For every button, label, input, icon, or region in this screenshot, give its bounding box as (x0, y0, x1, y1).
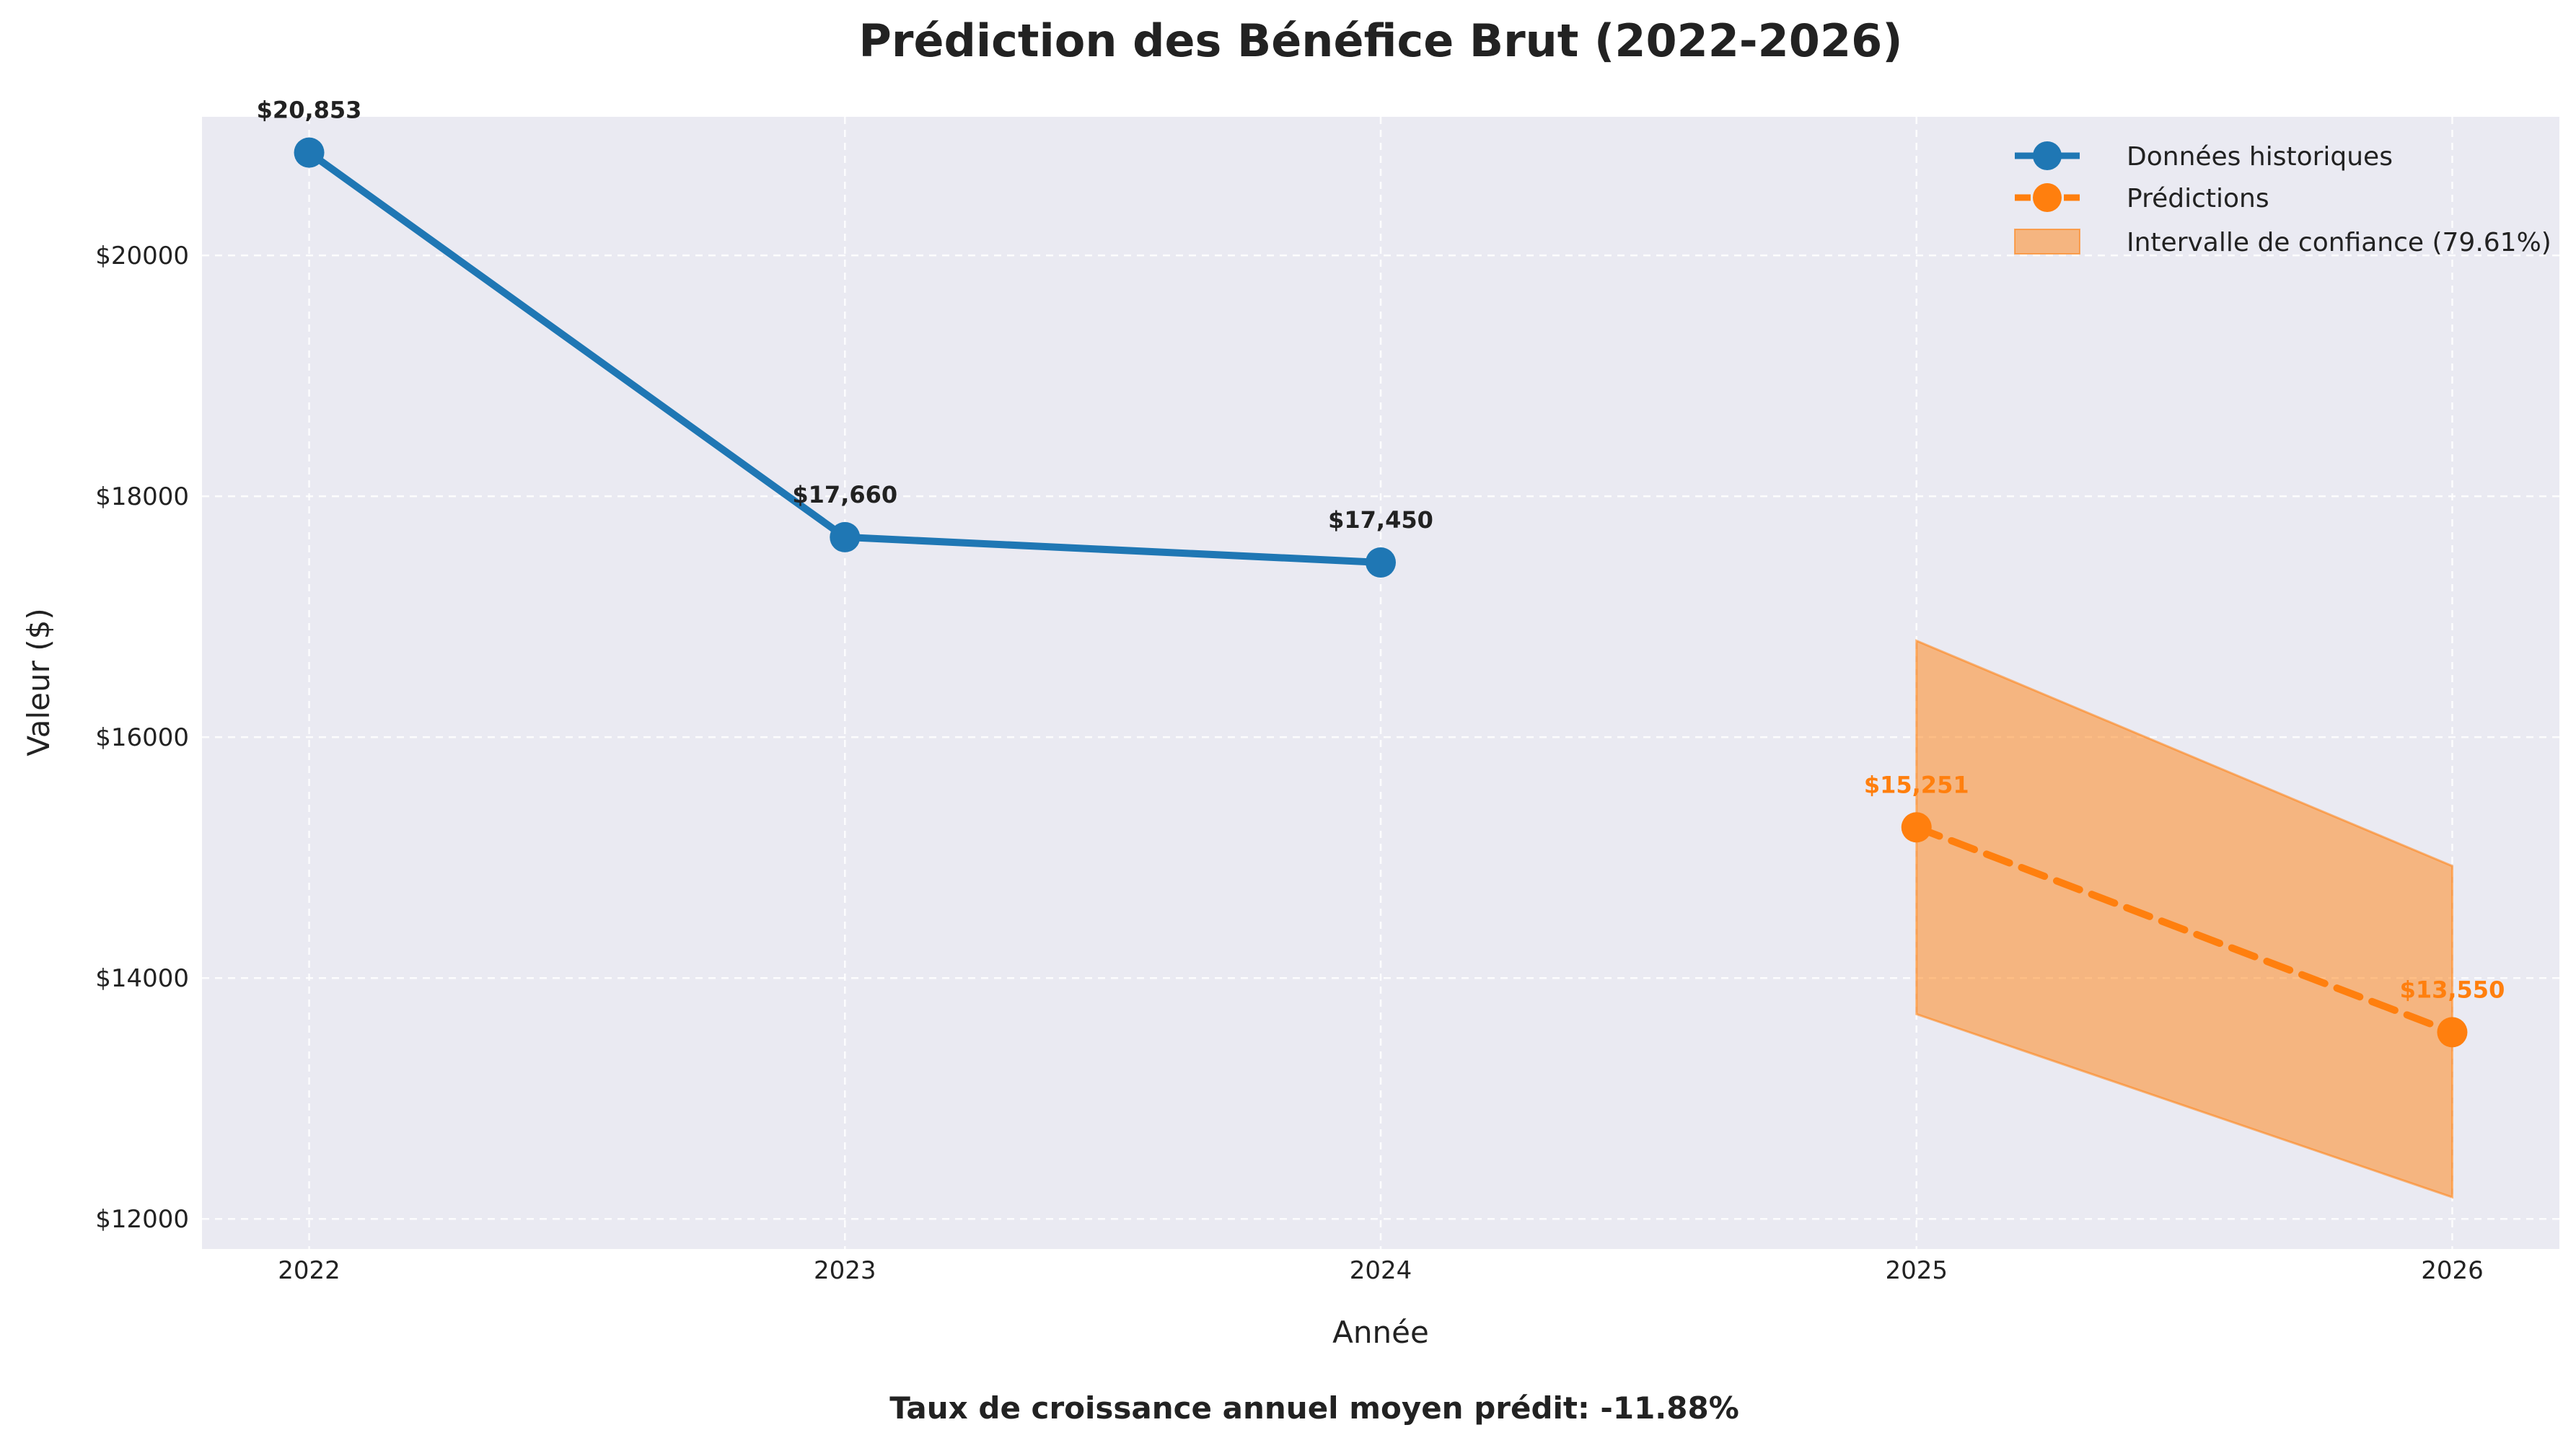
prediction-data-label: $13,550 (2400, 976, 2505, 1003)
historical-data-label: $17,660 (792, 481, 897, 508)
y-tick-label: $20000 (95, 242, 189, 270)
legend-historical-label: Données historiques (2127, 142, 2393, 172)
x-tick-label: 2022 (278, 1256, 340, 1285)
historical-data-point (830, 521, 861, 552)
prediction-data-point (1901, 812, 1932, 843)
legend-confidence-swatch (2014, 229, 2080, 255)
x-axis-ticks: 2022 2023 2024 2025 2026 (278, 1256, 2483, 1285)
x-tick-label: 2025 (1885, 1256, 1948, 1285)
legend-predictions-marker (2033, 183, 2062, 212)
historical-data-label: $20,853 (257, 97, 362, 124)
data-labels-layer: $20,853 $17,660 $17,450 $15,251 $13,550 (257, 97, 2505, 1004)
historical-data-point (1366, 547, 1396, 578)
legend: Données historiques Prédictions Interval… (2014, 141, 2551, 257)
y-axis-title: Valeur ($) (21, 608, 56, 756)
prediction-data-label: $15,251 (1864, 771, 1969, 798)
x-axis-title: Année (1332, 1315, 1429, 1350)
growth-rate-annotation: Taux de croissance annuel moyen prédit: … (889, 1390, 1739, 1426)
y-tick-label: $14000 (95, 964, 189, 993)
prediction-series-line (1912, 824, 2456, 1036)
legend-confidence-label: Intervalle de confiance (79.61%) (2127, 228, 2551, 257)
historical-data-point (294, 137, 325, 168)
x-tick-label: 2026 (2421, 1256, 2484, 1285)
confidence-band-layer (1915, 639, 2453, 1199)
y-tick-label: $16000 (95, 723, 189, 752)
y-tick-label: $12000 (95, 1205, 189, 1234)
series-points-layer (294, 137, 2468, 1048)
chart-title: Prédiction des Bénéfice Brut (2022-2026) (858, 14, 1902, 67)
legend-predictions-label: Prédictions (2127, 184, 2269, 213)
y-axis-ticks: $12000 $14000 $16000 $18000 $20000 (95, 242, 189, 1234)
legend-historical-marker (2033, 141, 2062, 170)
confidence-band (1915, 639, 2453, 1199)
historical-data-label: $17,450 (1328, 506, 1433, 534)
y-tick-label: $18000 (95, 482, 189, 511)
x-tick-label: 2024 (1350, 1256, 1412, 1285)
prediction-data-point (2437, 1017, 2468, 1048)
x-tick-label: 2023 (814, 1256, 876, 1285)
